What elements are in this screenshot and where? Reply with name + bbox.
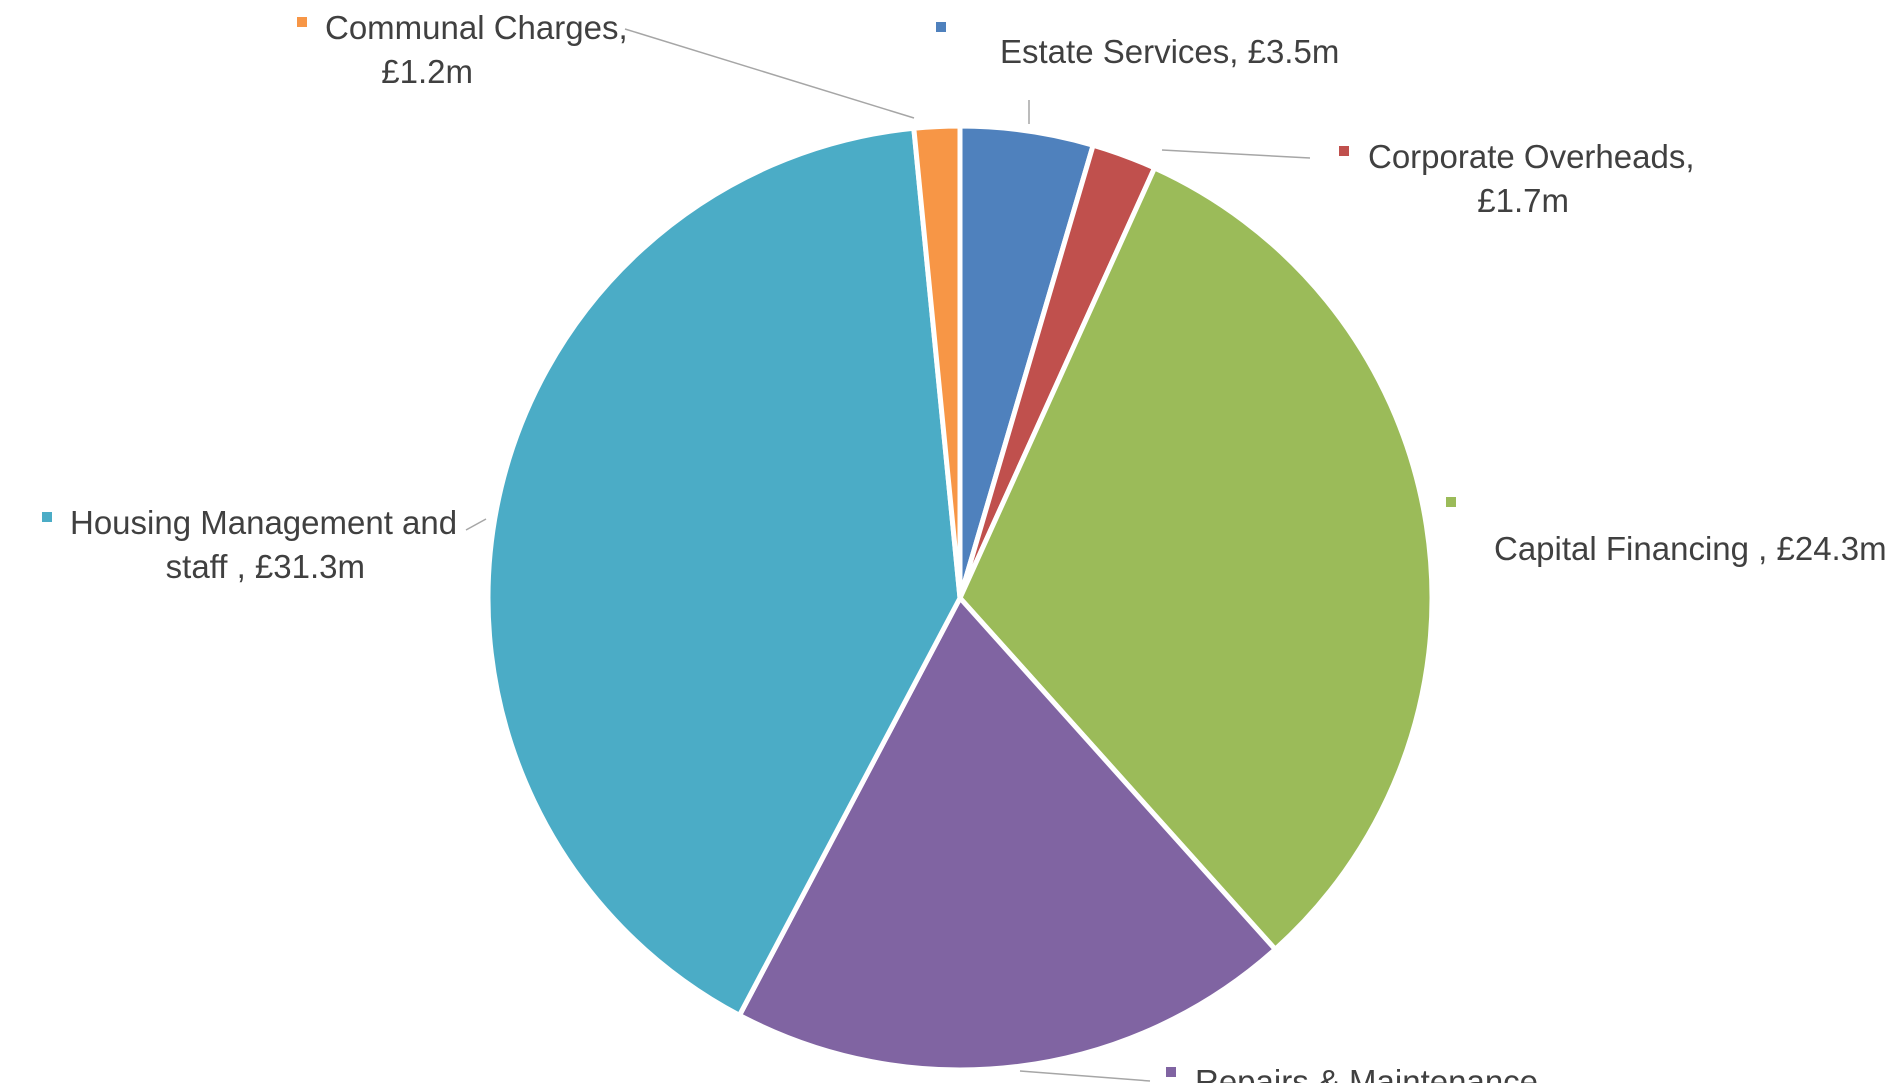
data-label-corporate-overheads-line-1: Corporate Overheads,	[1368, 138, 1695, 175]
pie-slice-housing-management-and-staff	[485, 125, 963, 1018]
legend-key-corporate-overheads	[1339, 146, 1349, 156]
legend-key-estate-services	[936, 22, 946, 32]
data-labels: Estate Services, £3.5m Corporate Overhead…	[42, 9, 1887, 1083]
data-label-estate-services: Estate Services, £3.5m	[1000, 33, 1339, 70]
pie-slice-communal-charges	[911, 123, 963, 601]
legend-key-repairs-maintenance	[1166, 1067, 1176, 1077]
data-label-capital-financing: Capital Financing , £24.3m	[1494, 530, 1887, 567]
leader-line-communal-charges	[624, 28, 915, 119]
data-label-housing-management-and-staff-line-1: Housing Management and	[70, 504, 457, 541]
leader-line-repairs-maintenance	[1019, 1070, 1151, 1082]
data-label-corporate-overheads-line-2: £1.7m	[1477, 182, 1569, 219]
leader-lines	[465, 28, 1311, 1082]
leader-line-corporate-overheads	[1161, 149, 1311, 159]
data-label-repairs-maintenance: Repairs & Maintenance,	[1195, 1063, 1547, 1083]
pie-slice-repairs-maintenance	[736, 595, 1278, 1073]
pie-slices	[485, 123, 1435, 1073]
data-label-communal-charges-line-2: £1.2m	[381, 53, 473, 90]
leader-line-housing-management-and-staff	[465, 518, 487, 531]
legend-key-housing-management-and-staff	[42, 512, 52, 522]
pie-slice-capital-financing	[957, 165, 1435, 952]
data-label-housing-management-and-staff-line-2: staff , £31.3m	[166, 548, 365, 585]
legend-key-communal-charges	[297, 17, 307, 27]
legend-key-capital-financing	[1446, 497, 1456, 507]
data-label-communal-charges-line-1: Communal Charges,	[325, 9, 628, 46]
